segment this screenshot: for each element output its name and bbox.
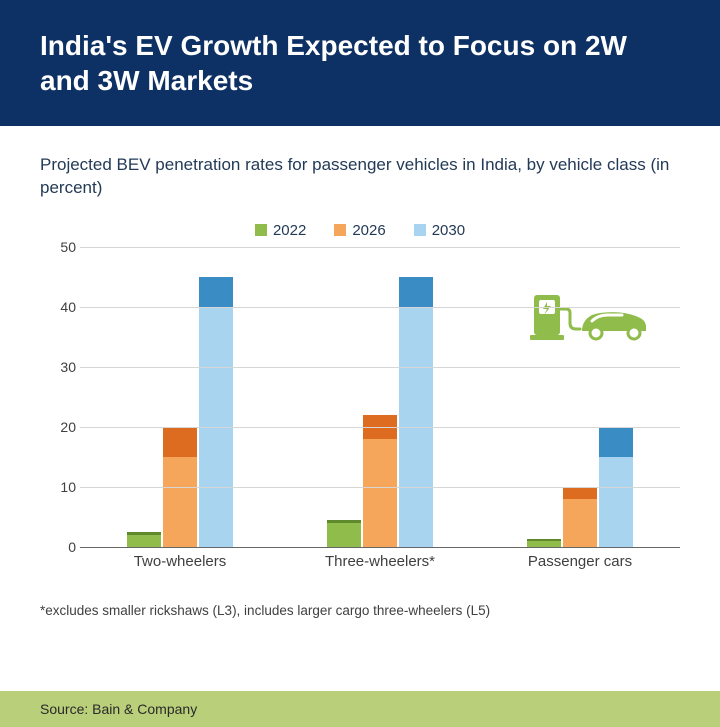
legend-label: 2030 (432, 222, 465, 239)
bar-base (327, 523, 361, 547)
chart-body: Projected BEV penetration rates for pass… (0, 126, 720, 691)
bar-group (80, 247, 280, 547)
bar-base (363, 439, 397, 547)
header: India's EV Growth Expected to Focus on 2… (0, 0, 720, 126)
chart-legend: 2022 2026 2030 (40, 222, 680, 239)
y-tick-label: 40 (50, 299, 76, 315)
ev-charging-icon (530, 289, 650, 343)
source-bar: Source: Bain & Company (0, 691, 720, 727)
gridline (80, 487, 680, 488)
infographic-container: India's EV Growth Expected to Focus on 2… (0, 0, 720, 727)
bar (327, 520, 361, 546)
chart-wrap: 01020304050 Two-wheelersThree-wheelers*P… (50, 247, 680, 577)
bar-base (599, 457, 633, 547)
legend-item: 2022 (255, 222, 306, 239)
bar (199, 277, 233, 547)
y-tick-label: 10 (50, 479, 76, 495)
source-text: Source: Bain & Company (40, 701, 197, 717)
bar-base (163, 457, 197, 547)
bar-cap (199, 277, 233, 307)
legend-label: 2026 (352, 222, 385, 239)
gridline (80, 307, 680, 308)
bar (527, 539, 561, 547)
x-axis-label: Three-wheelers* (280, 547, 480, 577)
y-tick-label: 20 (50, 419, 76, 435)
legend-item: 2030 (414, 222, 465, 239)
gridline (80, 247, 680, 248)
x-axis-labels: Two-wheelersThree-wheelers*Passenger car… (80, 547, 680, 577)
bar (399, 277, 433, 547)
legend-item: 2026 (334, 222, 385, 239)
legend-swatch (334, 224, 346, 236)
y-tick-label: 0 (50, 539, 76, 555)
bar (127, 532, 161, 546)
bar-chart: 01020304050 (80, 247, 680, 547)
x-axis-label: Two-wheelers (80, 547, 280, 577)
y-tick-label: 30 (50, 359, 76, 375)
bar (363, 415, 397, 547)
legend-label: 2022 (273, 222, 306, 239)
bar-base (127, 535, 161, 547)
bar-cap (163, 427, 197, 457)
bar (563, 487, 597, 547)
page-title: India's EV Growth Expected to Focus on 2… (40, 28, 680, 98)
legend-swatch (255, 224, 267, 236)
chart-subtitle: Projected BEV penetration rates for pass… (40, 154, 680, 200)
chart-footnote: *excludes smaller rickshaws (L3), includ… (40, 603, 680, 618)
bar-base (563, 499, 597, 547)
gridline (80, 367, 680, 368)
gridline (80, 427, 680, 428)
legend-swatch (414, 224, 426, 236)
x-axis-label: Passenger cars (480, 547, 680, 577)
y-tick-label: 50 (50, 239, 76, 255)
bar-group (280, 247, 480, 547)
bar-cap (399, 277, 433, 307)
bar-cap (563, 487, 597, 499)
bar-cap (599, 427, 633, 457)
